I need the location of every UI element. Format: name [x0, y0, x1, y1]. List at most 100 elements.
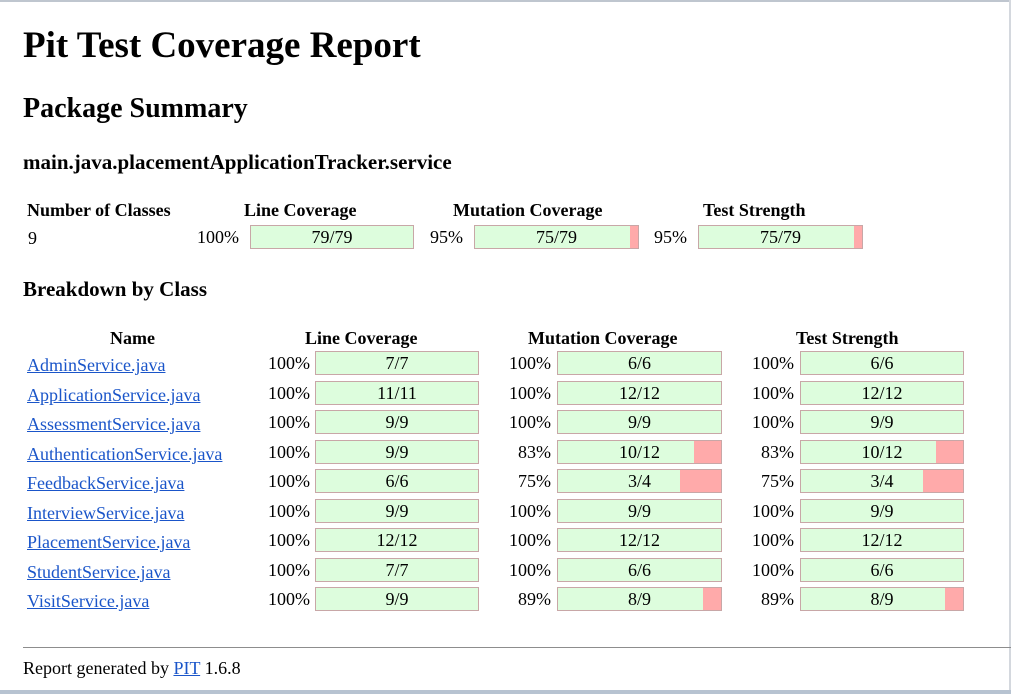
line-pct: 100% — [268, 589, 310, 609]
line-pct: 100% — [268, 471, 310, 491]
strength-bar: 9/9 — [800, 410, 964, 434]
header-mutation-coverage: Mutation Coverage — [453, 200, 603, 220]
strength-bar: 12/12 — [800, 381, 964, 405]
summary-strength-pct: 95% — [654, 227, 687, 247]
strength-ratio: 6/6 — [870, 560, 894, 580]
line-ratio: 6/6 — [385, 471, 409, 491]
breakdown-heading: Breakdown by Class — [23, 277, 207, 301]
line-ratio: 11/11 — [377, 383, 417, 403]
mutation-bar: 8/9 — [557, 587, 722, 611]
line-pct: 100% — [268, 412, 310, 432]
class-link[interactable]: VisitService.java — [27, 591, 150, 611]
strength-ratio: 9/9 — [870, 501, 894, 521]
class-link[interactable]: ApplicationService.java — [27, 385, 201, 405]
class-link[interactable]: InterviewService.java — [27, 503, 185, 523]
mutation-ratio: 9/9 — [627, 501, 651, 521]
line-pct: 100% — [268, 560, 310, 580]
header-line-coverage: Line Coverage — [305, 328, 418, 348]
summary-line-pct: 100% — [197, 227, 239, 247]
strength-pct: 100% — [752, 501, 794, 521]
strength-pct: 75% — [761, 471, 794, 491]
header-mutation-coverage: Mutation Coverage — [528, 328, 678, 348]
strength-pct: 83% — [761, 442, 794, 462]
header-name: Name — [110, 328, 155, 348]
footer-divider — [23, 647, 1011, 648]
mutation-pct: 83% — [518, 442, 551, 462]
strength-pct: 100% — [752, 560, 794, 580]
strength-pct: 100% — [752, 530, 794, 550]
line-pct: 100% — [268, 442, 310, 462]
line-bar: 7/7 — [315, 351, 479, 375]
mutation-bar: 9/9 — [557, 410, 722, 434]
strength-pct: 100% — [752, 412, 794, 432]
package-summary-heading: Package Summary — [23, 93, 248, 124]
right-border — [1009, 0, 1011, 694]
line-ratio: 7/7 — [385, 560, 409, 580]
class-link[interactable]: AuthenticationService.java — [27, 444, 223, 464]
strength-pct: 89% — [761, 589, 794, 609]
line-ratio: 7/7 — [385, 353, 409, 373]
strength-ratio: 9/9 — [870, 412, 894, 432]
mutation-ratio: 8/9 — [627, 589, 651, 609]
strength-bar: 12/12 — [800, 528, 964, 552]
summary-class-count: 9 — [28, 228, 37, 248]
top-border — [0, 0, 1011, 2]
line-ratio: 12/12 — [376, 530, 418, 550]
mutation-pct: 100% — [509, 383, 551, 403]
mutation-bar: 12/12 — [557, 528, 722, 552]
strength-ratio: 12/12 — [861, 383, 903, 403]
header-test-strength: Test Strength — [703, 200, 806, 220]
line-ratio: 9/9 — [385, 501, 409, 521]
strength-ratio: 3/4 — [870, 471, 894, 491]
class-link[interactable]: FeedbackService.java — [27, 473, 185, 493]
strength-bar: 6/6 — [800, 558, 964, 582]
footer-prefix: Report generated by — [23, 658, 169, 678]
package-name: main.java.placementApplicationTracker.se… — [23, 150, 452, 174]
strength-ratio: 8/9 — [870, 589, 894, 609]
footer: Report generated by PIT 1.6.8 — [23, 658, 241, 678]
line-pct: 100% — [268, 530, 310, 550]
line-ratio: 9/9 — [385, 589, 409, 609]
page-title: Pit Test Coverage Report — [23, 25, 421, 66]
line-pct: 100% — [268, 383, 310, 403]
line-pct: 100% — [268, 501, 310, 521]
line-bar: 9/9 — [315, 440, 479, 464]
mutation-pct: 75% — [518, 471, 551, 491]
strength-ratio: 6/6 — [870, 353, 894, 373]
summary-line-bar: 79/79 — [250, 225, 414, 249]
line-bar: 9/9 — [315, 587, 479, 611]
strength-pct: 100% — [752, 353, 794, 373]
line-bar: 9/9 — [315, 499, 479, 523]
mutation-bar: 6/6 — [557, 558, 722, 582]
mutation-ratio: 3/4 — [627, 471, 651, 491]
mutation-pct: 100% — [509, 501, 551, 521]
summary-line-ratio: 79/79 — [311, 227, 353, 247]
summary-strength-ratio: 75/79 — [759, 227, 801, 247]
strength-ratio: 10/12 — [861, 442, 903, 462]
line-ratio: 9/9 — [385, 412, 409, 432]
mutation-bar: 10/12 — [557, 440, 722, 464]
line-bar: 9/9 — [315, 410, 479, 434]
summary-mutation-ratio: 75/79 — [535, 227, 577, 247]
mutation-pct: 89% — [518, 589, 551, 609]
class-link[interactable]: AssessmentService.java — [27, 414, 201, 434]
summary-mutation-bar: 75/79 — [474, 225, 639, 249]
mutation-ratio: 12/12 — [618, 383, 660, 403]
mutation-ratio: 12/12 — [618, 530, 660, 550]
mutation-pct: 100% — [509, 530, 551, 550]
strength-bar: 9/9 — [800, 499, 964, 523]
mutation-ratio: 9/9 — [627, 412, 651, 432]
strength-bar: 8/9 — [800, 587, 964, 611]
strength-bar: 10/12 — [800, 440, 964, 464]
mutation-ratio: 6/6 — [627, 560, 651, 580]
class-link[interactable]: StudentService.java — [27, 562, 171, 582]
mutation-ratio: 10/12 — [618, 442, 660, 462]
strength-bar: 3/4 — [800, 469, 964, 493]
header-test-strength: Test Strength — [796, 328, 899, 348]
pit-link[interactable]: PIT — [173, 658, 201, 678]
mutation-pct: 100% — [509, 412, 551, 432]
line-pct: 100% — [268, 353, 310, 373]
class-link[interactable]: PlacementService.java — [27, 532, 191, 552]
footer-version: 1.6.8 — [204, 658, 241, 678]
class-link[interactable]: AdminService.java — [27, 355, 166, 375]
